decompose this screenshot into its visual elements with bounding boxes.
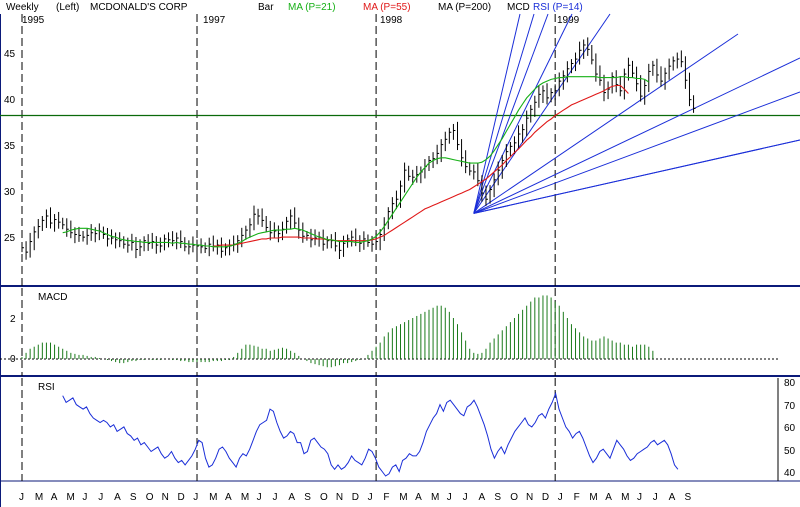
year-label: 1998 <box>380 15 403 26</box>
month-label: O <box>320 492 328 503</box>
month-label: J <box>257 492 262 503</box>
period-label: Weekly <box>6 2 39 13</box>
month-label: A <box>51 492 58 503</box>
ma55-label: MA (P=55) <box>363 2 411 13</box>
gann-fan-line <box>473 33 739 214</box>
ma21-label: MA (P=21) <box>288 2 336 13</box>
month-label: J <box>653 492 658 503</box>
year-label: 1995 <box>22 15 45 26</box>
month-label: A <box>288 492 295 503</box>
month-label: A <box>114 492 121 503</box>
month-label: J <box>368 492 373 503</box>
month-label: A <box>225 492 232 503</box>
price-tick-label: 25 <box>4 233 16 244</box>
month-label: M <box>621 492 629 503</box>
price-tick-label: 35 <box>4 141 16 152</box>
rsi-header-label: RSI (P=14) <box>533 2 583 13</box>
scale-side-label: (Left) <box>56 2 79 13</box>
month-label: J <box>19 492 24 503</box>
month-label: S <box>304 492 311 503</box>
price-tick-label: 40 <box>4 95 16 106</box>
price-tick-label: 45 <box>4 49 16 60</box>
month-label: M <box>209 492 217 503</box>
month-label: S <box>684 492 691 503</box>
gann-fan-lines <box>473 13 800 214</box>
month-label: M <box>431 492 439 503</box>
month-label: J <box>193 492 198 503</box>
month-label: S <box>494 492 501 503</box>
rsi-tick-label: 70 <box>784 401 796 412</box>
symbol-label: MCD <box>507 2 530 13</box>
month-label: F <box>383 492 389 503</box>
month-label: M <box>241 492 249 503</box>
month-label: D <box>352 492 359 503</box>
rsi-tick-label: 60 <box>784 423 796 434</box>
moving-averages <box>62 76 650 248</box>
month-label: J <box>558 492 563 503</box>
month-label: J <box>82 492 87 503</box>
bar-label: Bar <box>258 2 274 13</box>
price-y-axis: 25 30 35 40 45 <box>4 49 16 244</box>
price-tick-label: 30 <box>4 187 16 198</box>
macd-title: MACD <box>38 292 67 303</box>
month-label: A <box>415 492 422 503</box>
month-label: J <box>463 492 468 503</box>
month-label: M <box>399 492 407 503</box>
month-label: A <box>479 492 486 503</box>
rsi-title: RSI <box>38 382 55 393</box>
ma21-line <box>62 76 650 248</box>
company-title: MCDONALD'S CORP <box>90 2 188 13</box>
gann-fan-line <box>473 139 800 214</box>
month-label: D <box>542 492 549 503</box>
month-label: F <box>574 492 580 503</box>
month-label: S <box>130 492 137 503</box>
gann-fan-line <box>473 13 549 214</box>
ma200-label: MA (P=200) <box>438 2 491 13</box>
month-label: J <box>98 492 103 503</box>
rsi-line-group <box>62 378 779 481</box>
rsi-tick-label: 50 <box>784 446 796 457</box>
gann-fan-line <box>473 13 573 214</box>
month-label: M <box>67 492 75 503</box>
gann-fan-line <box>473 91 800 214</box>
month-label: N <box>162 492 169 503</box>
month-label: N <box>526 492 533 503</box>
month-label: J <box>637 492 642 503</box>
macd-histogram <box>0 295 780 368</box>
rsi-tick-label: 40 <box>784 468 796 479</box>
rsi-y-axis: 80 70 60 50 40 <box>784 378 796 479</box>
month-label: D <box>177 492 184 503</box>
gann-fan-line <box>473 57 800 214</box>
macd-tick-label: 2 <box>10 314 16 325</box>
month-label: M <box>35 492 43 503</box>
ma55-line <box>213 84 629 247</box>
month-label: J <box>447 492 452 503</box>
year-label: 1997 <box>203 15 226 26</box>
month-label: J <box>273 492 278 503</box>
month-label: O <box>510 492 518 503</box>
rsi-line <box>62 391 679 477</box>
month-label: A <box>669 492 676 503</box>
month-label: O <box>146 492 154 503</box>
rsi-tick-label: 80 <box>784 378 796 389</box>
month-label: N <box>336 492 343 503</box>
month-label: A <box>605 492 612 503</box>
month-label: M <box>589 492 597 503</box>
